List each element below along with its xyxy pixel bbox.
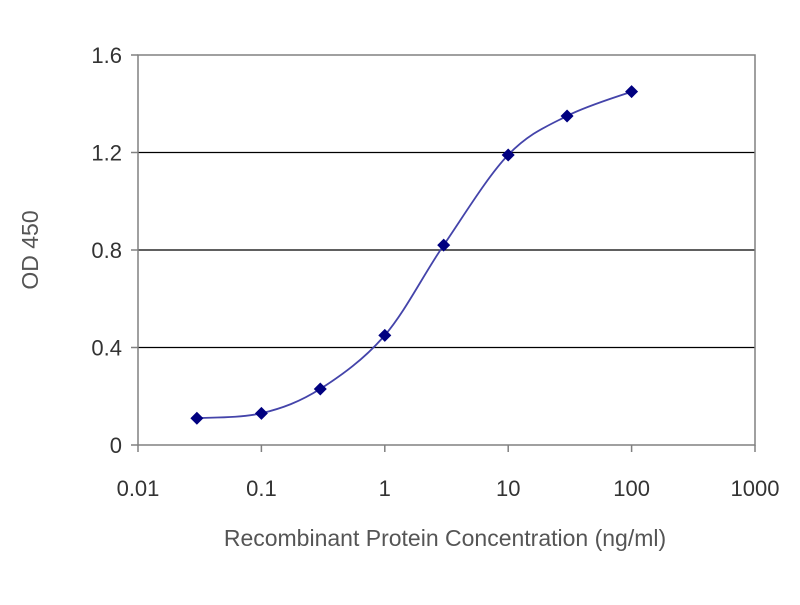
y-axis-ticks: 0 0.4 0.8 1.2 1.6 <box>91 43 138 458</box>
x-tick-label: 10 <box>496 476 520 501</box>
y-tick-label: 1.6 <box>91 43 122 68</box>
x-tick-label: 0.1 <box>246 476 277 501</box>
data-point-marker <box>254 406 268 420</box>
grid-lines <box>138 151 755 349</box>
data-point-marker <box>378 328 392 342</box>
series-line <box>196 90 632 420</box>
y-tick-label: 0.4 <box>91 336 122 361</box>
data-point-marker <box>190 411 204 425</box>
y-axis-label: OD 450 <box>17 210 43 289</box>
y-tick-label: 0.8 <box>91 238 122 263</box>
data-point-marker <box>560 109 574 123</box>
series-layer <box>190 85 639 425</box>
x-tick-label: 0.01 <box>117 476 160 501</box>
data-point-marker <box>501 148 515 162</box>
x-tick-label: 1 <box>379 476 391 501</box>
x-tick-label: 1000 <box>731 476 780 501</box>
y-tick-label: 0 <box>110 433 122 458</box>
x-axis-ticks: 0.01 0.1 1 10 100 1000 <box>117 445 780 501</box>
x-axis-label: Recombinant Protein Concentration (ng/ml… <box>224 525 666 551</box>
data-point-marker <box>313 382 327 396</box>
x-tick-label: 100 <box>613 476 650 501</box>
data-point-marker <box>625 85 639 99</box>
data-point-marker <box>437 238 451 252</box>
y-tick-label: 1.2 <box>91 141 122 166</box>
